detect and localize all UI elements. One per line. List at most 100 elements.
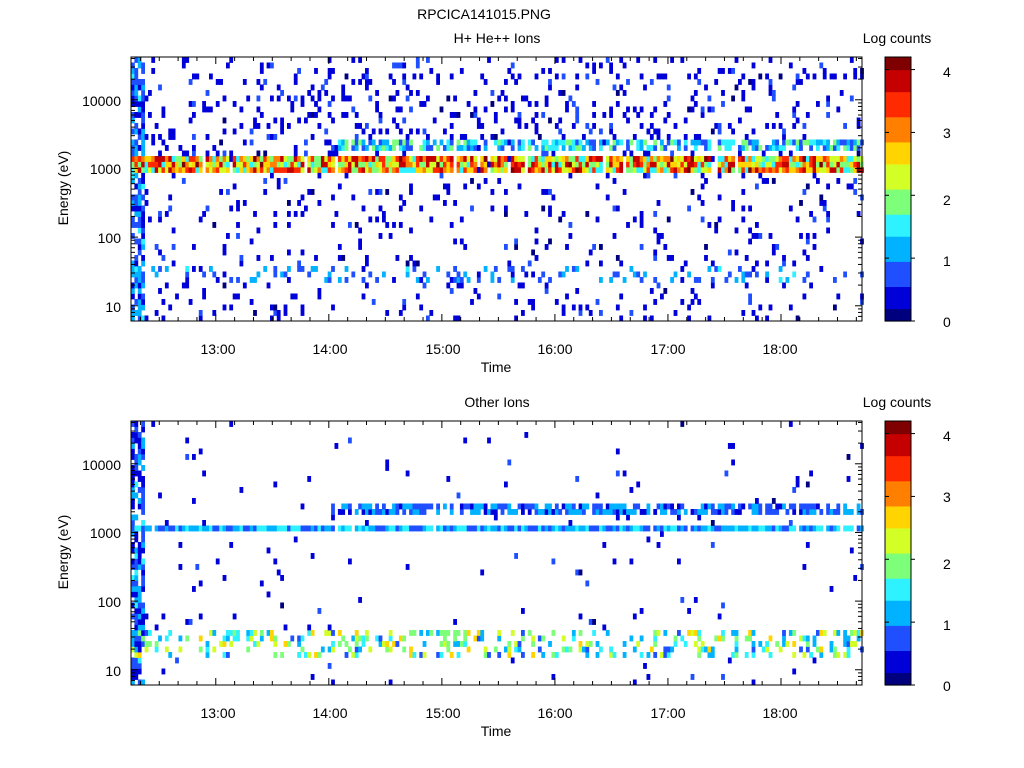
heatmap-cell	[653, 106, 658, 113]
heatmap-cell	[354, 123, 359, 129]
heatmap-cell	[470, 525, 474, 532]
heatmap-cell	[375, 101, 379, 107]
heatmap-cell	[361, 73, 366, 80]
heatmap-cell	[765, 167, 769, 173]
heatmap-cell	[409, 106, 413, 113]
heatmap-cell	[653, 128, 658, 135]
heatmap-cell	[131, 271, 135, 278]
heatmap-cell	[490, 189, 495, 195]
heatmap-cell	[446, 476, 451, 482]
colorbar-segment	[885, 562, 911, 567]
heatmap-cell	[578, 167, 583, 173]
heatmap-cell	[209, 73, 213, 80]
heatmap-cell	[643, 315, 647, 322]
heatmap-cell	[283, 271, 288, 278]
heatmap-cell	[331, 525, 335, 532]
heatmap-cell	[470, 145, 474, 151]
heatmap-cell	[504, 106, 508, 113]
heatmap-cell	[592, 139, 596, 146]
heatmap-cell	[266, 123, 271, 129]
heatmap-cell	[446, 282, 451, 289]
heatmap-cell	[137, 227, 142, 234]
heatmap-cell	[409, 646, 413, 653]
colorbar-segment	[885, 578, 911, 582]
heatmap-cell	[639, 509, 644, 515]
heatmap-cell	[480, 635, 485, 642]
heatmap-cell	[544, 509, 549, 515]
heatmap-cell	[426, 156, 430, 162]
colorbar-segment	[885, 239, 911, 244]
heatmap-cell	[212, 646, 217, 653]
heatmap-cell	[141, 525, 145, 532]
heatmap-cell	[344, 652, 349, 658]
heatmap-cell	[314, 167, 318, 173]
heatmap-cell	[514, 238, 518, 245]
heatmap-cell	[741, 95, 746, 102]
heatmap-cell	[514, 509, 518, 515]
heatmap-cell	[188, 167, 193, 173]
heatmap-cell	[673, 139, 678, 146]
heatmap-cell	[378, 641, 383, 647]
heatmap-cell	[680, 503, 685, 510]
heatmap-cell	[605, 503, 610, 510]
heatmap-cell	[181, 178, 186, 184]
heatmap-cell	[778, 266, 783, 272]
heatmap-cell	[588, 310, 593, 316]
heatmap-cell	[361, 641, 366, 647]
heatmap-cell	[341, 525, 346, 532]
heatmap-cell	[819, 62, 824, 69]
heatmap-cell	[205, 161, 210, 168]
heatmap-cell	[558, 167, 563, 173]
heatmap-cell	[751, 161, 756, 168]
heatmap-cell	[602, 112, 607, 118]
heatmap-cell	[727, 167, 732, 173]
heatmap-cell	[385, 222, 390, 228]
heatmap-cell	[741, 145, 746, 151]
heatmap-cell	[541, 205, 546, 212]
heatmap-cell	[626, 167, 630, 173]
colorbar-segment	[885, 421, 911, 425]
heatmap-cell	[283, 156, 288, 162]
heatmap-cell	[571, 101, 576, 107]
heatmap-cell	[490, 90, 495, 96]
heatmap-cell	[843, 525, 847, 532]
colorbar-segment	[885, 204, 911, 209]
heatmap-cell	[687, 630, 691, 636]
x-tick-labels: 13:00 14:00 15:00 16:00 17:00 18:00	[200, 705, 797, 721]
heatmap-cell	[544, 101, 549, 107]
heatmap-cell	[137, 84, 142, 91]
heatmap-cell	[677, 145, 681, 151]
heatmap-cell	[649, 288, 654, 294]
heatmap-cell	[751, 79, 756, 85]
heatmap-cell	[137, 101, 142, 107]
heatmap-cell	[727, 123, 732, 129]
heatmap-cell	[337, 255, 342, 261]
heatmap-cell	[490, 503, 495, 510]
heatmap-cell	[582, 156, 586, 162]
heatmap-cell	[470, 509, 474, 515]
heatmap-cell	[215, 525, 220, 532]
heatmap-cell	[280, 161, 284, 168]
heatmap-cell	[578, 310, 583, 316]
heatmap-cell	[826, 167, 830, 173]
heatmap-cell	[287, 123, 291, 129]
heatmap-cell	[517, 646, 522, 653]
heatmap-cell	[276, 84, 281, 91]
heatmap-cell	[697, 277, 702, 283]
heatmap-cell	[521, 161, 525, 168]
heatmap-cell	[582, 145, 586, 151]
heatmap-cell	[412, 156, 417, 162]
heatmap-cell	[141, 454, 145, 460]
heatmap-cell	[351, 194, 356, 201]
heatmap-cell	[700, 112, 705, 118]
heatmap-cell	[280, 652, 284, 658]
heatmap-cell	[822, 630, 827, 636]
heatmap-cell	[731, 167, 735, 173]
heatmap-cell	[585, 652, 590, 658]
heatmap-cell	[537, 635, 542, 642]
heatmap-cell	[141, 238, 145, 245]
heatmap-cell	[419, 156, 424, 162]
heatmap-cell	[612, 134, 617, 140]
heatmap-cell	[632, 156, 637, 162]
heatmap-cell	[826, 161, 830, 168]
